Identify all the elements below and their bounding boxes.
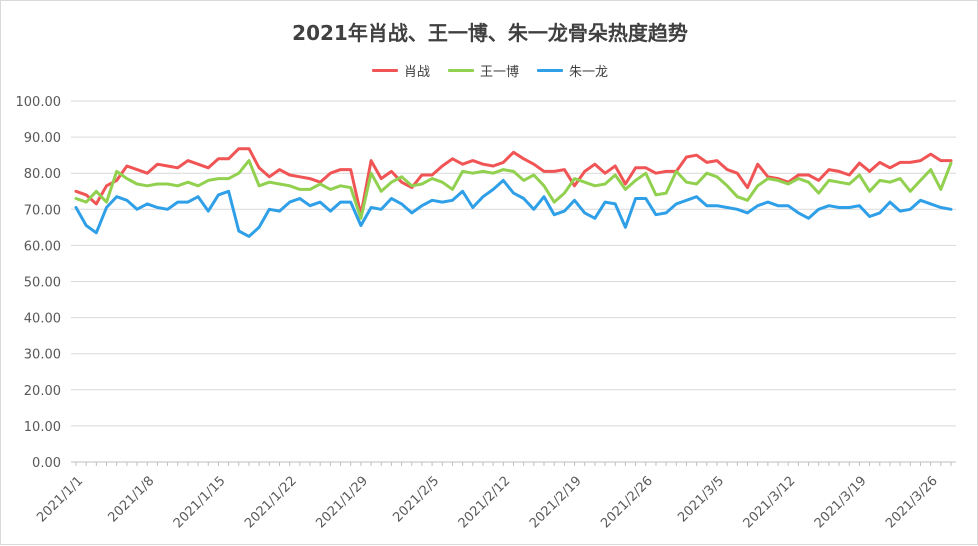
x-tick-label: 2021/3/12 [741, 474, 799, 532]
legend-swatch-zhuyilong [537, 69, 563, 72]
legend-item-xiaozhan: 肖战 [371, 61, 430, 80]
legend-item-wangyibo: 王一博 [447, 61, 519, 80]
series-line-0 [74, 147, 953, 217]
y-tick-label: 90.00 [24, 131, 61, 146]
y-tick-label: 0.00 [32, 456, 61, 471]
series-line-1 [74, 159, 953, 220]
x-tick-label: 2021/1/1 [34, 474, 86, 526]
y-tick-label: 100.00 [16, 95, 62, 110]
legend-swatch-wangyibo [447, 69, 474, 72]
y-tick-label: 50.00 [24, 276, 61, 291]
chart-title: 2021年肖战、王一博、朱一龙骨朵热度趋势 [292, 21, 688, 45]
x-tick-label: 2021/2/5 [390, 474, 442, 526]
y-tick-label: 60.00 [24, 239, 61, 254]
legend-label-xiaozhan: 肖战 [403, 65, 430, 80]
x-tick-label: 2021/1/15 [171, 474, 229, 532]
legend-swatch-xiaozhan [371, 69, 398, 72]
y-tick-label: 40.00 [24, 312, 61, 327]
chart-legend: 肖战 王一博 朱一龙 [1, 61, 978, 80]
x-tick-label: 2021/3/26 [883, 474, 941, 532]
y-tick-label: 20.00 [24, 384, 61, 399]
x-tick-label: 2021/3/5 [675, 474, 727, 526]
legend-item-zhuyilong: 朱一龙 [537, 61, 608, 80]
series-line-2 [74, 178, 953, 238]
x-tick-label: 2021/2/26 [598, 474, 656, 532]
y-tick-label: 30.00 [24, 348, 61, 363]
x-tick-label: 2021/1/8 [106, 474, 158, 526]
y-tick-label: 70.00 [24, 203, 61, 218]
x-tick-label: 2021/3/19 [812, 474, 870, 532]
x-tick-label: 2021/2/12 [456, 474, 514, 532]
x-tick-label: 2021/1/29 [313, 474, 371, 532]
x-tick-label: 2021/2/19 [527, 474, 585, 532]
y-tick-label: 10.00 [24, 420, 61, 435]
legend-label-zhuyilong: 朱一龙 [569, 65, 609, 80]
x-tick-label: 2021/1/22 [242, 474, 300, 532]
legend-label-wangyibo: 王一博 [479, 65, 519, 80]
y-tick-label: 80.00 [24, 167, 61, 182]
